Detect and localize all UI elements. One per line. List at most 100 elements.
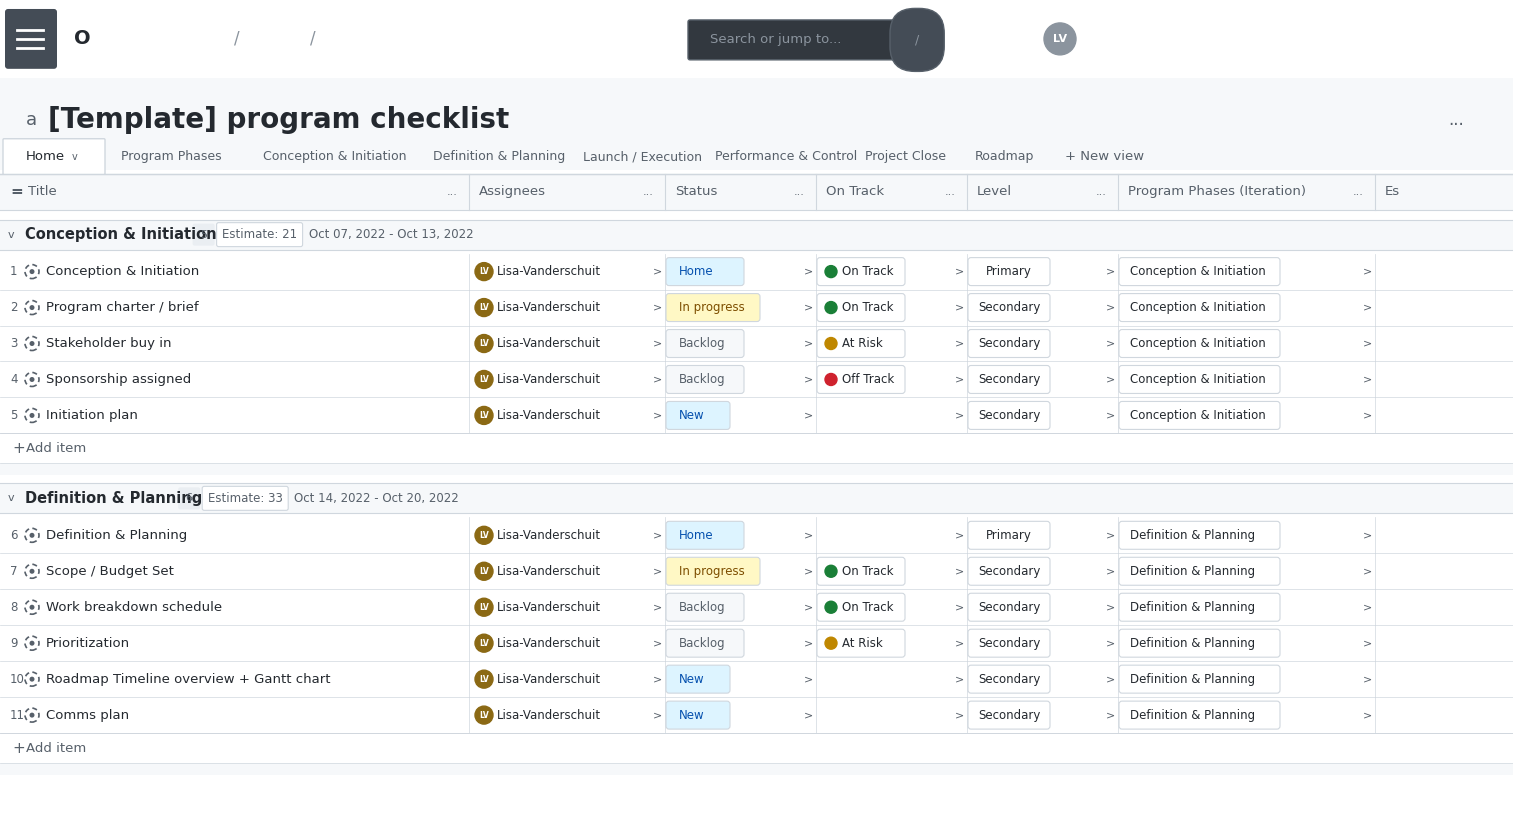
Text: On Track: On Track (843, 565, 894, 577)
Text: >: > (955, 410, 964, 420)
Text: /: / (235, 30, 239, 48)
Text: Oct 14, 2022 - Oct 20, 2022: Oct 14, 2022 - Oct 20, 2022 (294, 492, 458, 505)
Text: Conception & Initiation: Conception & Initiation (263, 150, 407, 163)
Text: New: New (679, 409, 705, 422)
Text: 5: 5 (11, 409, 17, 422)
FancyBboxPatch shape (179, 487, 200, 509)
Text: >: > (955, 602, 964, 613)
Text: On Track: On Track (843, 265, 894, 278)
Text: 11: 11 (11, 708, 26, 722)
FancyBboxPatch shape (968, 293, 1050, 322)
Text: LV: LV (480, 675, 489, 684)
Text: On Track: On Track (826, 185, 884, 198)
Text: >: > (1106, 374, 1115, 384)
FancyBboxPatch shape (1120, 593, 1280, 622)
FancyBboxPatch shape (968, 701, 1050, 729)
Text: Secondary: Secondary (977, 565, 1041, 577)
Text: Backlog: Backlog (679, 337, 726, 350)
Bar (0, 589, 1513, 625)
Text: >: > (1363, 374, 1372, 384)
Text: Definition & Planning: Definition & Planning (1130, 565, 1256, 577)
Text: >: > (654, 710, 663, 720)
Text: Add item: Add item (26, 442, 86, 455)
Text: >: > (955, 302, 964, 313)
Text: Status: Status (675, 185, 717, 198)
Text: >: > (1106, 638, 1115, 648)
Text: LV: LV (480, 375, 489, 384)
Text: At Risk: At Risk (843, 636, 882, 649)
Text: >: > (955, 638, 964, 648)
Text: Projects: Projects (248, 31, 306, 47)
Text: >: > (1363, 674, 1372, 684)
Text: >: > (955, 674, 964, 684)
Circle shape (825, 565, 837, 577)
Text: Conception & Initiation: Conception & Initiation (1130, 373, 1266, 386)
Text: 10: 10 (11, 672, 24, 686)
Text: In progress: In progress (679, 565, 744, 577)
Text: >: > (1363, 338, 1372, 349)
Circle shape (825, 373, 837, 386)
Text: Add item: Add item (26, 741, 86, 754)
Bar (0, 325, 1513, 361)
Text: Home: Home (26, 150, 65, 163)
Text: >: > (1363, 602, 1372, 613)
FancyBboxPatch shape (817, 365, 905, 393)
Bar (0, 219, 1513, 250)
Circle shape (475, 527, 493, 545)
Bar (0, 254, 1513, 290)
Text: Conception & Initiation: Conception & Initiation (1130, 301, 1266, 314)
Text: >: > (803, 566, 814, 577)
Bar (0, 554, 1513, 589)
Text: >: > (955, 267, 964, 277)
Text: ...: ... (1095, 187, 1108, 197)
FancyBboxPatch shape (203, 486, 287, 510)
Text: In progress: In progress (679, 301, 744, 314)
Text: >: > (654, 338, 663, 349)
Text: >: > (955, 710, 964, 720)
Bar (0, 625, 1513, 661)
Text: >: > (955, 338, 964, 349)
Text: New: New (679, 708, 705, 722)
Text: >: > (1106, 674, 1115, 684)
Text: Lisa-Vanderschuit: Lisa-Vanderschuit (496, 409, 601, 422)
Text: >: > (1106, 410, 1115, 420)
Text: Roadmap Timeline overview + Gantt chart: Roadmap Timeline overview + Gantt chart (45, 672, 330, 686)
Circle shape (825, 301, 837, 314)
FancyBboxPatch shape (1120, 557, 1280, 586)
Text: Oct 07, 2022 - Oct 13, 2022: Oct 07, 2022 - Oct 13, 2022 (309, 229, 474, 241)
Text: >: > (803, 302, 814, 313)
FancyBboxPatch shape (666, 557, 760, 586)
Text: v: v (73, 152, 77, 161)
FancyBboxPatch shape (817, 593, 905, 622)
Text: >: > (803, 410, 814, 420)
Text: Performance & Control: Performance & Control (716, 150, 858, 163)
FancyBboxPatch shape (1120, 329, 1280, 358)
Text: Project Close: Project Close (865, 150, 946, 163)
Text: 6: 6 (11, 529, 18, 542)
Text: Lisa-Vanderschuit: Lisa-Vanderschuit (496, 373, 601, 386)
Circle shape (475, 634, 493, 652)
Text: Secondary: Secondary (977, 600, 1041, 613)
Text: Lisa-Vanderschuit: Lisa-Vanderschuit (496, 301, 601, 314)
Text: Program charter / brief: Program charter / brief (45, 301, 198, 314)
Text: >: > (654, 302, 663, 313)
FancyBboxPatch shape (688, 20, 943, 60)
Text: >: > (803, 531, 814, 541)
Bar (0, 483, 1513, 514)
Text: Prioritization: Prioritization (45, 636, 130, 649)
Text: Secondary: Secondary (977, 337, 1041, 350)
Circle shape (475, 706, 493, 724)
Text: Conception & Initiation: Conception & Initiation (1130, 409, 1266, 422)
FancyBboxPatch shape (817, 557, 905, 586)
Text: >: > (955, 531, 964, 541)
Text: o: o (974, 29, 986, 48)
FancyBboxPatch shape (666, 522, 744, 550)
Text: Es: Es (1384, 185, 1400, 198)
Text: >: > (654, 566, 663, 577)
FancyBboxPatch shape (968, 401, 1050, 429)
Text: /: / (915, 34, 920, 47)
Text: >: > (1363, 566, 1372, 577)
Text: ...: ... (794, 187, 805, 197)
FancyBboxPatch shape (968, 557, 1050, 586)
Text: Lisa-Vanderschuit: Lisa-Vanderschuit (496, 708, 601, 722)
